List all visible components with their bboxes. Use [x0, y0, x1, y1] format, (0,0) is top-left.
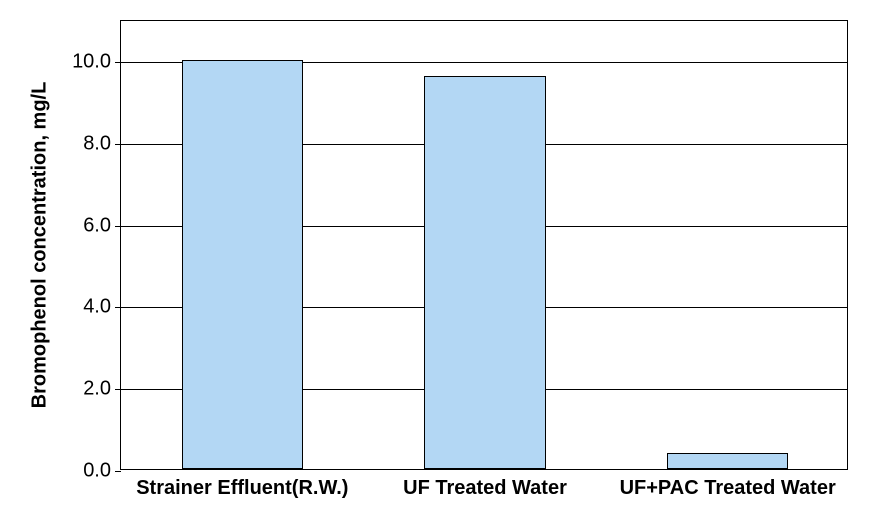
chart-container: 0.0 2.0 4.0 6.0 8.0 10.0 Strainer Effluent(R.W… [0, 0, 888, 531]
y-tick-label: 10.0 [72, 50, 121, 73]
bar [182, 60, 303, 469]
y-tick-label: 4.0 [83, 296, 121, 319]
y-tick-label: 0.0 [83, 460, 121, 483]
plot-area: 0.02.04.06.08.010.0Strainer Effluent(R.W… [120, 20, 848, 470]
y-axis-title: Bromophenol concentration, mg/L [29, 82, 52, 409]
y-tick-label: 2.0 [83, 378, 121, 401]
bar [667, 453, 788, 469]
x-category-label: UF+PAC Treated Water [620, 469, 836, 500]
x-category-label: UF Treated Water [403, 469, 567, 500]
bar [424, 76, 545, 469]
y-tick-label: 8.0 [83, 132, 121, 155]
x-category-label: Strainer Effluent(R.W.) [136, 469, 348, 500]
y-tick-label: 6.0 [83, 214, 121, 237]
